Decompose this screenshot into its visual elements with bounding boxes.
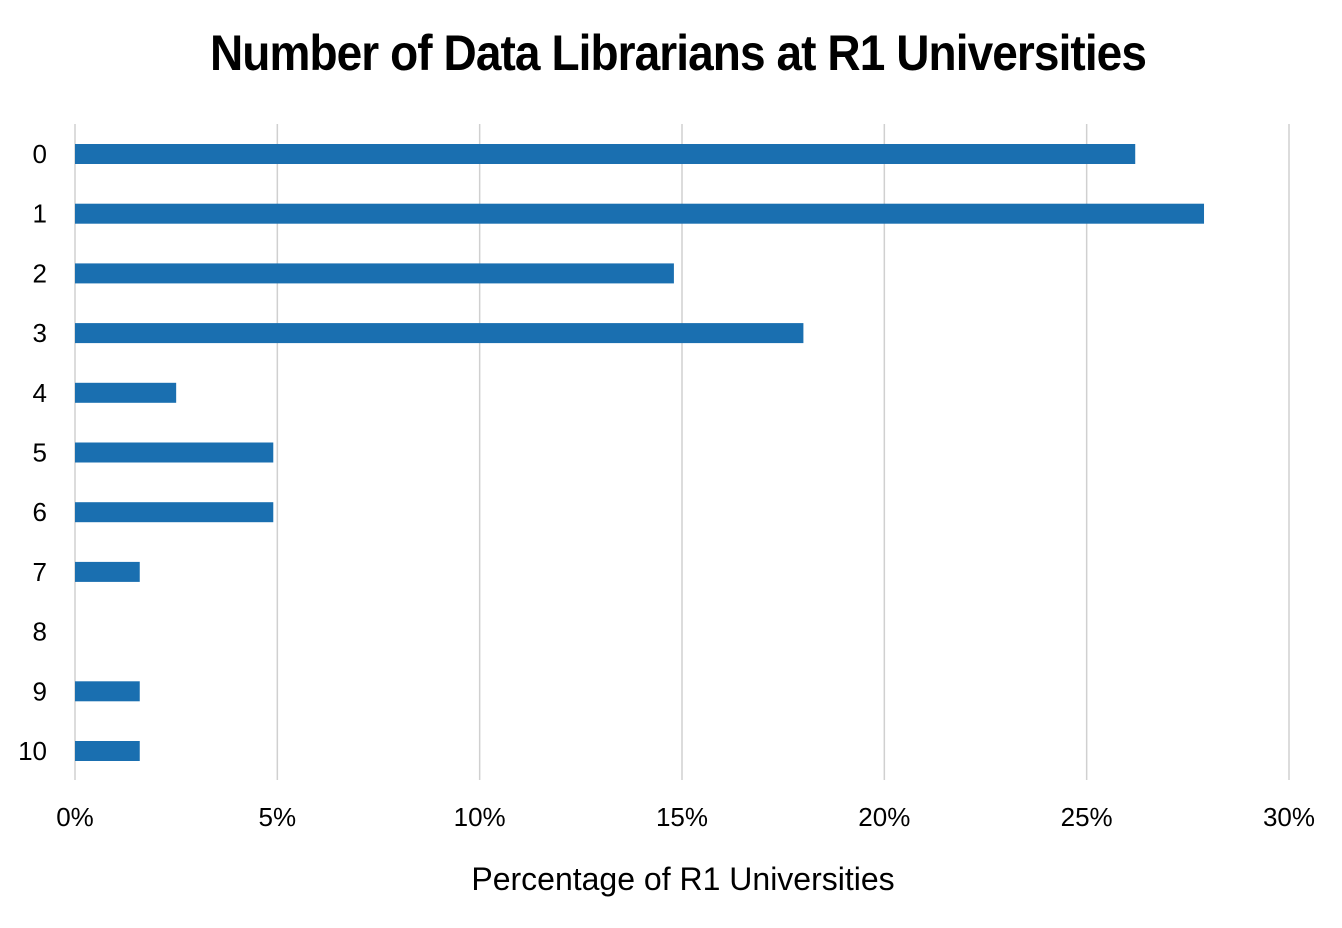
y-tick-label: 10	[18, 736, 47, 766]
bar-1	[75, 203, 1205, 224]
x-tick-labels: 0% 5% 10% 15% 20% 25% 30%	[56, 802, 1315, 832]
y-tick-label: 2	[33, 258, 47, 288]
y-tick-labels: 0 1 2 3 4 5 6 7 8 9 10	[18, 139, 47, 766]
bar-10	[75, 741, 140, 761]
y-tick-label: 5	[33, 438, 47, 468]
y-tick-label: 9	[33, 676, 47, 706]
bar-2	[75, 263, 674, 284]
bar-0	[75, 144, 1136, 164]
chart-title: Number of Data Librarians at R1 Universi…	[209, 25, 1147, 81]
x-tick-label: 15%	[656, 802, 708, 832]
y-tick-label: 0	[33, 139, 47, 169]
x-axis-label: Percentage of R1 Universities	[471, 861, 894, 897]
bar-5	[75, 442, 274, 463]
y-tick-label: 8	[33, 617, 47, 647]
bar-6	[75, 502, 274, 523]
gridlines	[74, 124, 1290, 780]
bar-7	[75, 561, 140, 582]
bar-9	[75, 681, 140, 702]
y-tick-label: 7	[33, 557, 47, 587]
x-tick-label: 10%	[454, 802, 506, 832]
x-tick-label: 20%	[858, 802, 910, 832]
bar-4	[75, 382, 177, 403]
x-tick-label: 25%	[1061, 802, 1113, 832]
bar-3	[75, 323, 804, 344]
x-tick-label: 0%	[56, 802, 94, 832]
y-tick-label: 4	[33, 378, 47, 408]
x-tick-label: 30%	[1263, 802, 1315, 832]
y-tick-label: 6	[33, 497, 47, 527]
bars	[75, 144, 1205, 761]
y-tick-label: 1	[33, 199, 47, 229]
x-tick-label: 5%	[259, 802, 297, 832]
y-tick-label: 3	[33, 318, 47, 348]
